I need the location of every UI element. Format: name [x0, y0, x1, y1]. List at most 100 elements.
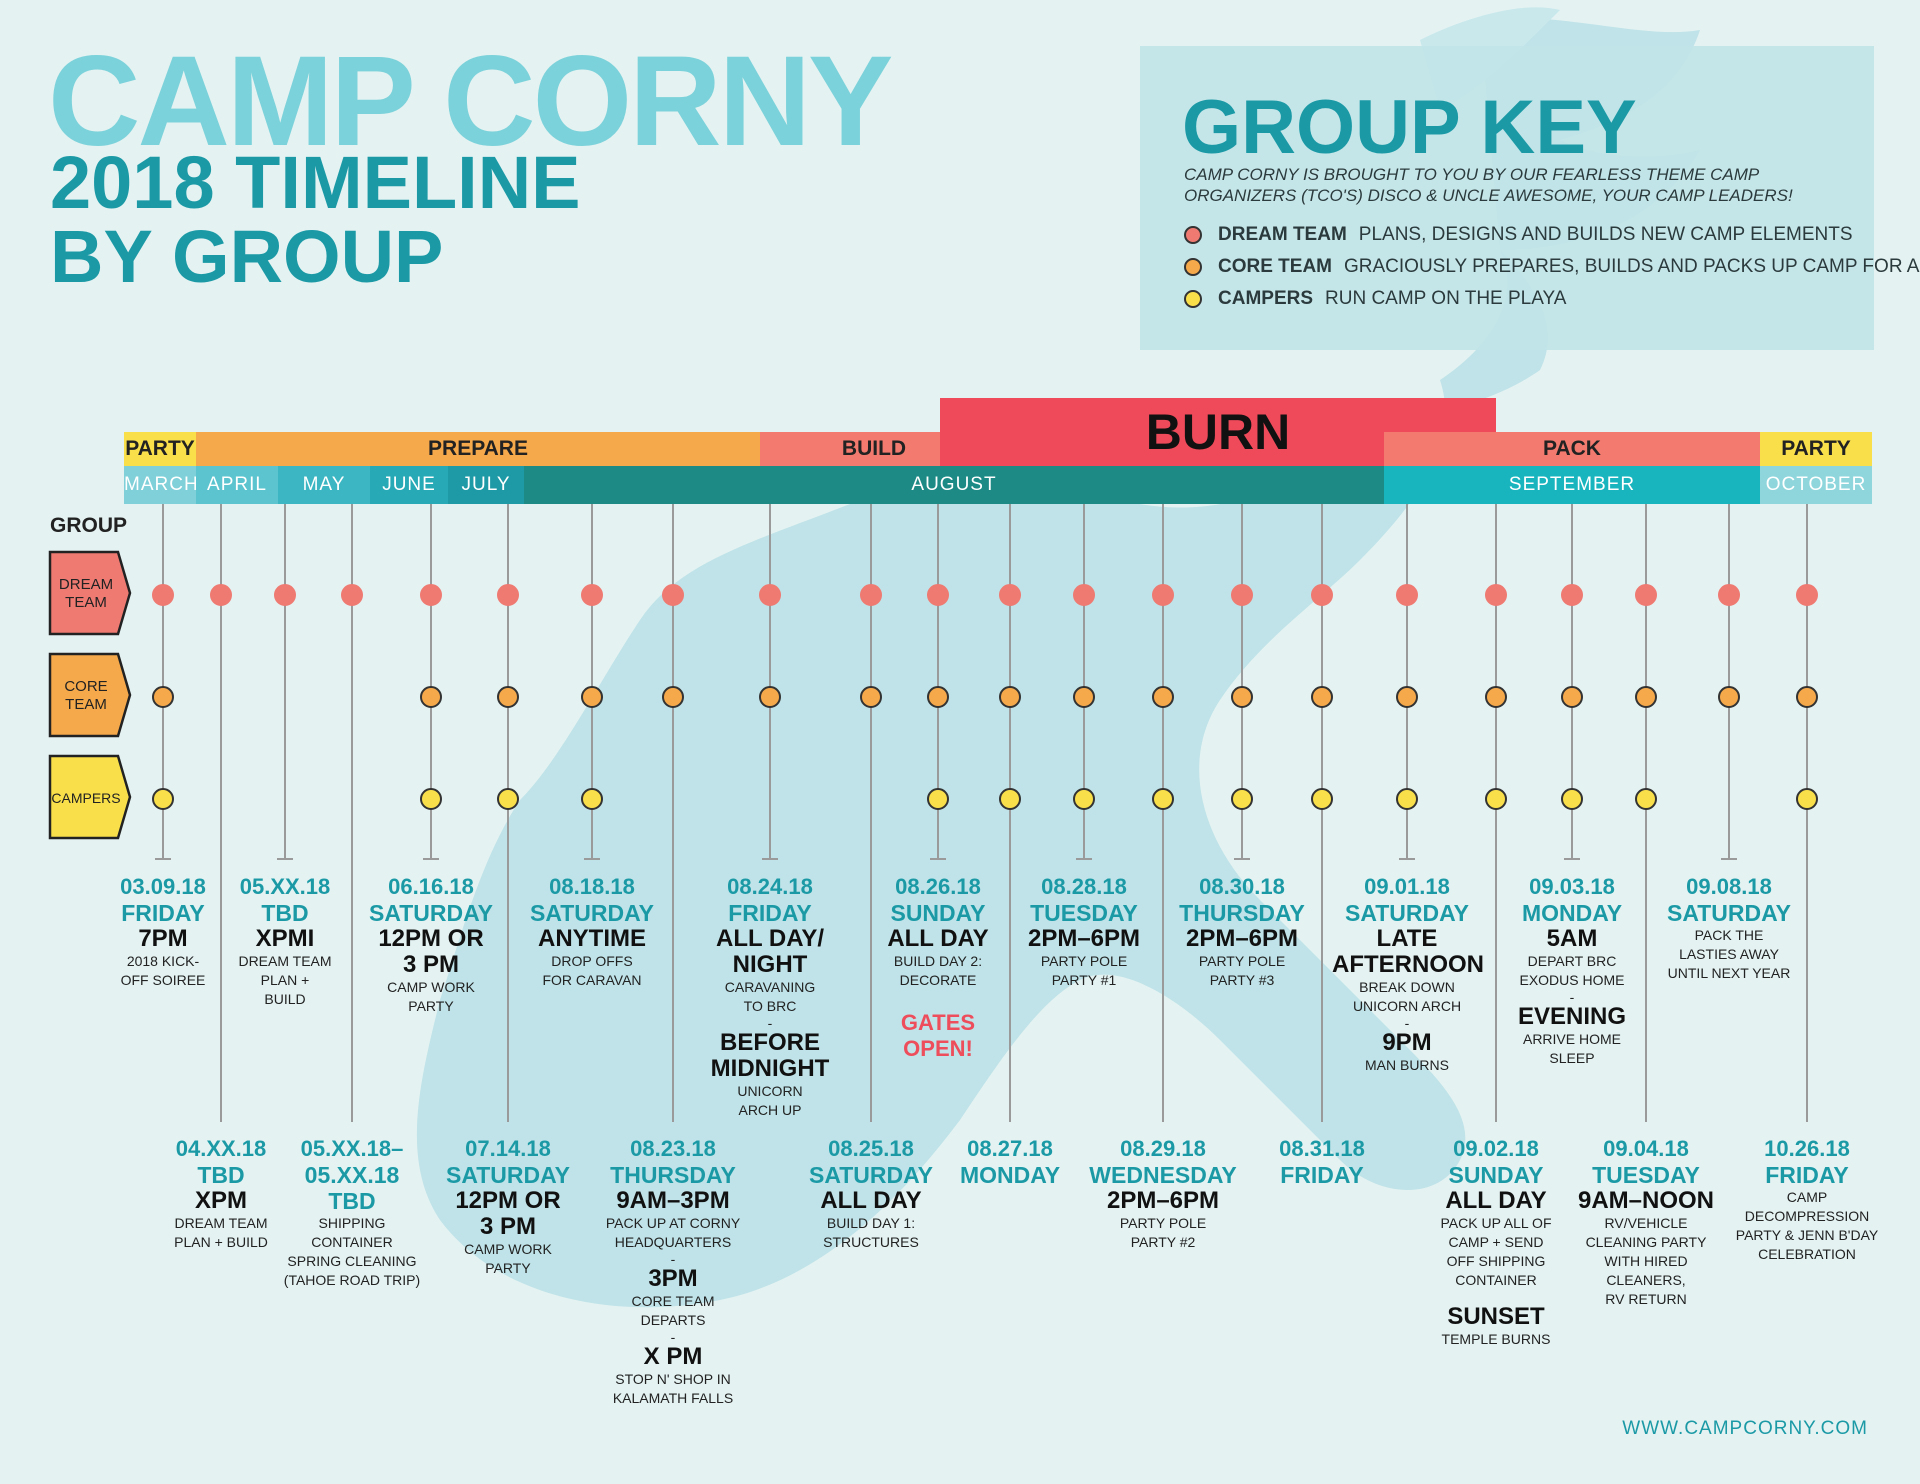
dream-team-marker	[497, 584, 519, 606]
month-september: SEPTEMBER	[1384, 466, 1760, 504]
timeline-event: 09.01.18 SATURDAY LATE AFTERNOON BREAK DOWN U…	[1332, 874, 1484, 1075]
event-date: 09.01.18	[1364, 874, 1450, 899]
dream-team-marker	[1311, 584, 1333, 606]
event-description: UNTIL NEXT YEAR	[1667, 965, 1791, 981]
event-description: PLAN + BUILD	[174, 1234, 268, 1250]
timeline-event: 05.XX.18 TBD XPMI DREAM TEAM PLAN + BUILD	[210, 874, 360, 1009]
event-description: SHIPPING	[318, 1215, 386, 1231]
timeline-connector-line	[1645, 504, 1647, 1122]
timeline-connector-line	[1009, 504, 1011, 1122]
event-description: CLEANING PARTY	[1585, 1234, 1707, 1250]
event-time: NIGHT	[732, 951, 808, 978]
event-description: DREAM TEAM	[174, 1215, 268, 1231]
dream-team-label-line2: TEAM	[65, 594, 107, 611]
event-date: 03.09.18	[120, 874, 206, 899]
timeline-connector-line	[1241, 504, 1243, 860]
event-day: SATURDAY	[446, 1162, 570, 1188]
event-description: CAMP WORK	[464, 1241, 552, 1257]
event-day: FRIDAY	[1280, 1162, 1364, 1188]
event-day: SATURDAY	[809, 1162, 933, 1188]
event-time: 3 PM	[479, 1213, 536, 1240]
event-description: RV RETURN	[1605, 1291, 1687, 1307]
campers-marker	[1796, 788, 1818, 810]
timeline-tick	[1234, 858, 1250, 860]
event-description: BUILD	[264, 991, 306, 1007]
campers-marker	[1231, 788, 1253, 810]
event-time: ALL DAY/	[715, 925, 825, 952]
event-description: PACK THE	[1694, 927, 1764, 943]
event-description: HEADQUARTERS	[614, 1234, 732, 1250]
event-time: X PM	[643, 1343, 703, 1370]
event-time: 3 PM	[402, 951, 459, 978]
event-description: ARRIVE HOME	[1522, 1031, 1621, 1047]
timeline-tick	[423, 858, 439, 860]
event-description: PARTY & JENN B'DAY	[1735, 1227, 1879, 1243]
timeline-connector-line	[1321, 504, 1323, 1122]
timeline-event: 04.XX.18 TBD XPM DREAM TEAM PLAN + BUILD	[146, 1136, 296, 1252]
event-description: TO BRC	[743, 998, 797, 1014]
core-team-marker	[759, 686, 781, 708]
core-team-marker	[1231, 686, 1253, 708]
event-description: PARTY POLE	[1040, 953, 1128, 969]
event-date: 07.14.18	[465, 1136, 551, 1161]
event-day: THURSDAY	[610, 1162, 736, 1188]
campers-marker	[420, 788, 442, 810]
event-day: TBD	[261, 900, 309, 926]
event-description: STRUCTURES	[823, 1234, 919, 1250]
dream-team-marker	[1718, 584, 1740, 606]
dream-team-marker	[341, 584, 363, 606]
campers-marker	[1485, 788, 1507, 810]
timeline-event: 08.29.18 WEDNESDAY 2PM–6PM PARTY POLE PARTY …	[1088, 1136, 1238, 1252]
timeline-connector-line	[870, 504, 872, 1122]
month-march: MARCH	[124, 466, 198, 504]
timeline-connector-line	[769, 504, 771, 860]
event-description: UNICORN ARCH	[1352, 998, 1462, 1014]
phase-pack: PACK	[1384, 432, 1760, 466]
website-url[interactable]: WWW.CAMPCORNY.COM	[1622, 1418, 1868, 1439]
core-team-marker	[927, 686, 949, 708]
dream-team-label: DREAM TEAM	[48, 576, 124, 612]
timeline-event: 05.XX.18– 05.XX.18 TBD SHIPPING CONTAINER SPR…	[277, 1136, 427, 1290]
timeline-connector-line	[1162, 504, 1164, 1122]
event-date: 06.16.18	[388, 874, 474, 899]
event-description: PLAN +	[260, 972, 310, 988]
timeline-connector-line	[162, 504, 164, 860]
timeline-connector-line	[1806, 504, 1808, 1122]
key-item-name: CORE TEAM	[1218, 256, 1332, 277]
event-description: MAN BURNS	[1364, 1057, 1449, 1073]
event-description: DEPART BRC	[1527, 953, 1617, 969]
dream-team-marker	[1485, 584, 1507, 606]
core-team-marker	[497, 686, 519, 708]
core-team-marker	[1485, 686, 1507, 708]
core-team-marker	[1073, 686, 1095, 708]
event-separator: -	[670, 1251, 676, 1267]
event-date: 10.26.18	[1764, 1136, 1850, 1161]
event-description: DROP OFFS	[551, 953, 633, 969]
event-date: 08.27.18	[967, 1136, 1053, 1161]
event-description: FOR CARAVAN	[542, 972, 642, 988]
key-item-name: DREAM TEAM	[1218, 224, 1347, 245]
event-date: 08.29.18	[1120, 1136, 1206, 1161]
core-team-marker	[1635, 686, 1657, 708]
event-description: SLEEP	[1549, 1050, 1595, 1066]
timeline-event: 08.28.18 TUESDAY 2PM–6PM PARTY POLE PARTY #1	[1009, 874, 1159, 990]
timeline-tick	[1564, 858, 1580, 860]
timeline-connector-line	[507, 504, 509, 1122]
event-description: WITH HIRED	[1604, 1253, 1688, 1269]
event-time: 2PM–6PM	[1027, 925, 1141, 952]
timeline-event: 08.27.18 MONDAY	[935, 1136, 1085, 1188]
timeline-connector-line	[284, 504, 286, 860]
event-time: BEFORE	[719, 1029, 820, 1056]
event-description: (TAHOE ROAD TRIP)	[283, 1272, 421, 1288]
event-description: BREAK DOWN	[1359, 979, 1455, 995]
event-day: SATURDAY	[369, 900, 493, 926]
core-team-marker	[152, 686, 174, 708]
campers-marker	[1396, 788, 1418, 810]
timeline-tick	[762, 858, 778, 860]
event-separator: -	[767, 1015, 773, 1031]
dream-team-marker	[927, 584, 949, 606]
core-team-marker	[1311, 686, 1333, 708]
dream-team-marker	[210, 584, 232, 606]
event-description: PACK UP ALL OF	[1440, 1215, 1552, 1231]
event-time: MIDNIGHT	[710, 1055, 830, 1082]
